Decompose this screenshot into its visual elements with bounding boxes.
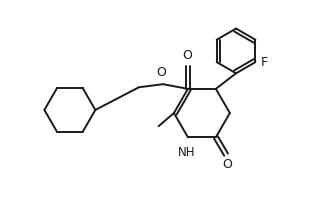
Text: O: O — [223, 158, 232, 171]
Text: O: O — [157, 66, 166, 78]
Text: F: F — [260, 56, 267, 69]
Text: NH: NH — [178, 146, 195, 159]
Text: O: O — [182, 50, 192, 62]
